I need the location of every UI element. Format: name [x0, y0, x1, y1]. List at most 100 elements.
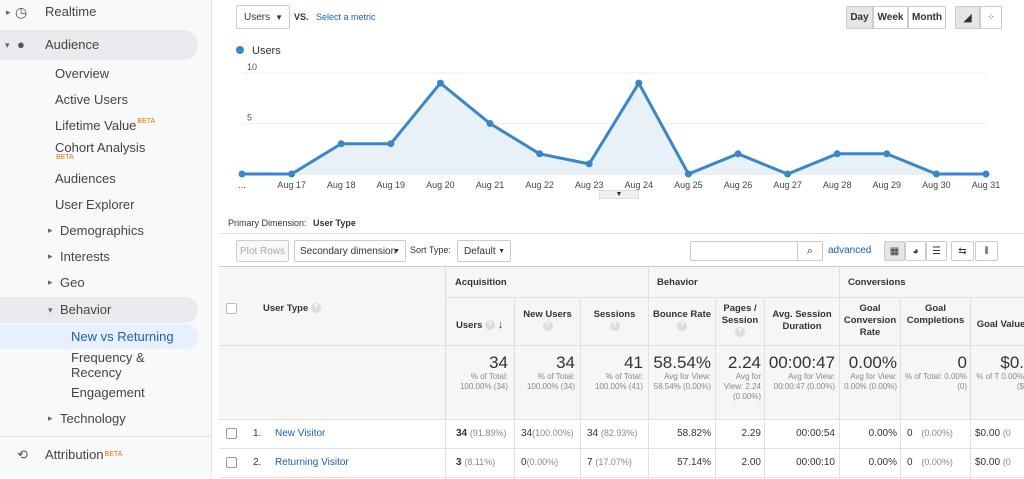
nav-lifetime-value[interactable]: Lifetime ValueBETA	[55, 118, 156, 133]
sidebar: ▸ ◷ Realtime ▾ ● Audience Overview Activ…	[0, 0, 212, 478]
motion-chart-toggle[interactable]: ⁘	[980, 6, 1002, 29]
value-cell: $0.00 (0	[975, 457, 1011, 468]
nav-new-vs-returning[interactable]: New vs Returning	[0, 324, 198, 349]
plot-rows-button[interactable]: Plot Rows	[236, 240, 289, 262]
vs-label: VS.	[294, 12, 309, 22]
data-point	[784, 170, 792, 178]
nav-attribution[interactable]: ⟲ AttributionBETA	[0, 445, 211, 465]
nav-audiences[interactable]: Audiences	[55, 171, 116, 186]
line-chart-icon: ◢	[963, 12, 972, 24]
nav-geo[interactable]: ▸ Geo	[48, 275, 85, 290]
main-content: Users ▼ VS. Select a metric Day Week Mont…	[212, 0, 1024, 479]
sort-type-select[interactable]: Default ▼	[457, 240, 511, 262]
table-view-button[interactable]: ▦	[884, 241, 905, 261]
advanced-link[interactable]: advanced	[828, 245, 872, 256]
search-button[interactable]: ⌕	[797, 241, 823, 261]
total-value-sub: % of T 0.00% ($	[976, 372, 1024, 391]
total-sessions-sub: % of Total: 100.00% (41)	[594, 372, 643, 391]
user-type-header[interactable]: User Type ?	[263, 303, 321, 315]
secondary-dimension-select[interactable]: Secondary dimension ▼	[294, 240, 406, 262]
users-col-header[interactable]: Users ? ↓	[456, 319, 504, 331]
user-type-link[interactable]: New Visitor	[275, 428, 326, 439]
data-point	[734, 150, 742, 158]
metric-select[interactable]: Users ▼	[236, 5, 290, 29]
nav-interests[interactable]: ▸ Interests	[48, 249, 110, 264]
chevron-right-icon: ▸	[48, 251, 53, 261]
user-type-link[interactable]: Returning Visitor	[275, 457, 349, 468]
attribution-icon: ⟲	[17, 447, 28, 462]
row-index: 1.	[253, 428, 262, 439]
row-checkbox[interactable]	[226, 457, 237, 468]
data-point	[387, 140, 395, 148]
nav-behavior[interactable]: ▾ Behavior	[0, 297, 198, 323]
goal-value-col-header[interactable]: Goal Value	[976, 319, 1024, 330]
nav-technology[interactable]: ▸ Technology	[48, 411, 126, 426]
data-point	[288, 170, 296, 178]
bounce-cell: 58.82%	[677, 428, 711, 439]
x-tick-label: Aug 20	[426, 180, 455, 190]
row-checkbox[interactable]	[226, 428, 237, 439]
pie-view-button[interactable]: ◕	[905, 241, 926, 261]
chevron-right-icon: ▸	[48, 413, 53, 423]
new-users-col-header[interactable]: New Users?	[523, 309, 572, 332]
new-users-cell: 34(100.00%)	[521, 428, 574, 439]
sessions-col-header[interactable]: Sessions?	[593, 309, 636, 332]
x-tick-label: Aug 18	[327, 180, 356, 190]
data-point	[337, 140, 345, 148]
bounce-rate-col-header[interactable]: Bounce Rate?	[652, 309, 712, 332]
x-tick-label: Aug 30	[922, 180, 951, 190]
total-duration-sub: Avg for View: 00:00:47 (0.00%)	[773, 372, 835, 391]
chevron-right-icon: ▸	[6, 7, 11, 17]
search-icon: ⌕	[806, 244, 814, 257]
completions-cell: 0 (0.00%)	[907, 457, 953, 468]
help-icon: ?	[310, 303, 321, 314]
goal-conversion-rate-col-header[interactable]: Goal Conversion Rate	[843, 303, 897, 338]
nav-engagement[interactable]: Engagement	[71, 385, 145, 400]
x-tick-label: Aug 31	[972, 180, 1001, 190]
nav-cohort-analysis[interactable]: Cohort Analysis BETA	[55, 140, 146, 161]
nav-frequency-recency[interactable]: Frequency & Recency	[71, 350, 145, 380]
data-point	[585, 160, 593, 168]
chevron-right-icon: ▸	[48, 225, 53, 235]
x-tick-label: Aug 22	[525, 180, 554, 190]
nav-overview[interactable]: Overview	[55, 66, 110, 81]
chevron-down-icon: ▼	[275, 12, 283, 22]
x-tick-label: Aug 21	[476, 180, 505, 190]
value-cell: $0.00 (0	[975, 428, 1011, 439]
chart-collapse-handle[interactable]: ▼	[599, 190, 639, 199]
users-cell: 3 (8.11%)	[456, 457, 496, 468]
nav-active-users[interactable]: Active Users	[55, 92, 128, 107]
month-button[interactable]: Month	[908, 6, 946, 29]
goal-completions-col-header[interactable]: Goal Completions	[906, 303, 965, 326]
x-tick-label: Aug 23	[575, 180, 604, 190]
chevron-down-icon: ▼	[498, 247, 505, 255]
pivot-view-button[interactable]: ⦀	[975, 241, 998, 261]
day-button[interactable]: Day	[846, 6, 873, 29]
pages-session-col-header[interactable]: Pages / Session?	[721, 303, 759, 338]
series-line	[242, 80, 986, 176]
duration-cell: 00:00:54	[796, 428, 835, 439]
data-point	[536, 150, 544, 158]
person-icon: ●	[17, 37, 25, 52]
x-tick-label: Aug 24	[625, 180, 654, 190]
select-all-checkbox[interactable]	[226, 303, 237, 314]
comparison-view-button[interactable]: ⇆	[951, 241, 974, 261]
table-icon: ▦	[889, 245, 900, 257]
total-pages-sub: Avg for View: 2.24 (0.00%)	[723, 372, 761, 401]
nav-audience[interactable]: ▾ ● Audience	[0, 30, 198, 60]
total-conversion: 0.00%	[848, 353, 897, 372]
performance-view-button[interactable]: ☰	[926, 241, 947, 261]
nav-realtime[interactable]: ▸ ◷ Realtime	[0, 0, 211, 24]
table-search-input[interactable]	[690, 241, 798, 261]
data-point	[486, 120, 494, 127]
data-point	[982, 170, 990, 178]
week-button[interactable]: Week	[873, 6, 908, 29]
select-metric-link[interactable]: Select a metric	[316, 12, 376, 22]
row-index: 2.	[253, 457, 262, 468]
line-chart-toggle[interactable]: ◢	[955, 6, 980, 29]
total-conversion-sub: Avg for View: 0.00% (0.00%)	[844, 372, 897, 391]
nav-demographics[interactable]: ▸ Demographics	[48, 223, 144, 238]
avg-session-duration-col-header[interactable]: Avg. Session Duration	[772, 309, 832, 332]
total-pages: 2.24	[727, 353, 761, 372]
nav-user-explorer[interactable]: User Explorer	[55, 197, 135, 212]
